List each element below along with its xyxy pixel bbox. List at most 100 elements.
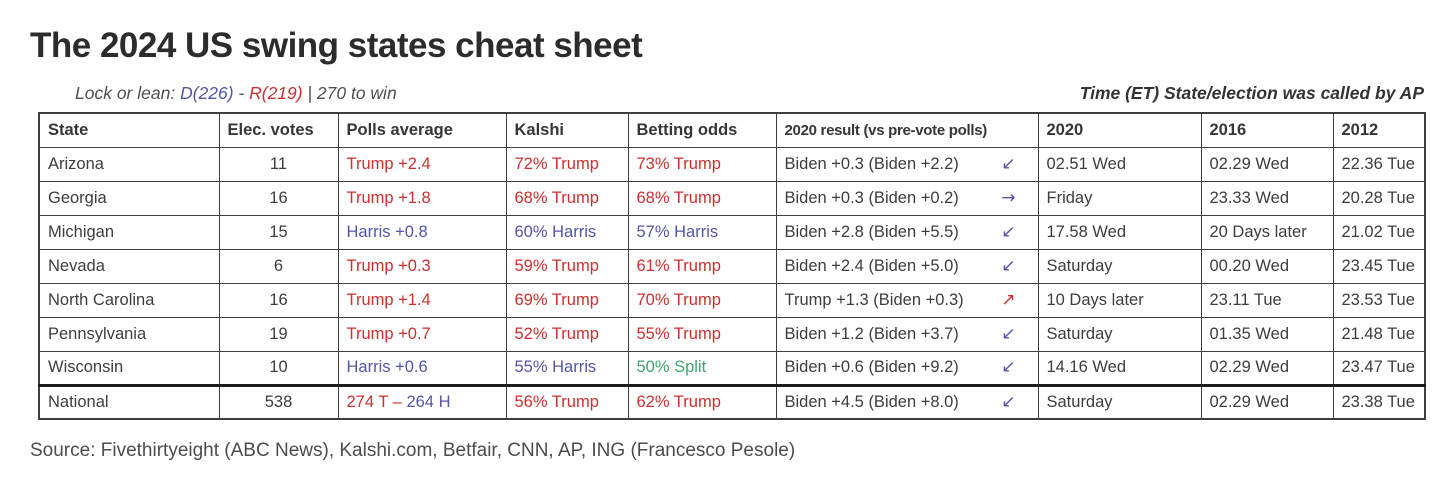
call-time-2012: 23.47 Tue bbox=[1332, 350, 1426, 386]
kalshi-odds: 56% Trump bbox=[505, 383, 629, 420]
polls-average: 274 T – 264 H bbox=[337, 383, 507, 420]
call-time-2020: Saturday bbox=[1037, 383, 1202, 420]
header-row: State Elec. votes Polls average Kalshi B… bbox=[38, 112, 1426, 148]
column-header-polls-average: Polls average bbox=[337, 112, 507, 148]
column-header-state: State bbox=[38, 112, 220, 148]
column-header-2020: 2020 bbox=[1037, 112, 1202, 148]
call-time-2012: 21.48 Tue bbox=[1332, 316, 1426, 352]
call-time-2012: 23.45 Tue bbox=[1332, 248, 1426, 284]
state-name: North Carolina bbox=[38, 282, 220, 318]
call-time-2016: 02.29 Wed bbox=[1200, 350, 1334, 386]
trend-arrow-icon: ↙ bbox=[1001, 221, 1016, 242]
swing-states-table: State Elec. votes Polls average Kalshi B… bbox=[38, 112, 1426, 420]
kalshi-odds: 68% Trump bbox=[505, 180, 629, 216]
result-2020: Biden +2.8 (Biden +5.5) ↙ bbox=[775, 214, 1039, 250]
result-2020: Biden +0.3 (Biden +0.2) → bbox=[775, 180, 1039, 216]
call-time-2012: 23.53 Tue bbox=[1332, 282, 1426, 318]
lock-or-lean-note: Lock or lean: D(226) - R(219) | 270 to w… bbox=[75, 83, 397, 104]
result-2020: Trump +1.3 (Biden +0.3) ↗ bbox=[775, 282, 1039, 318]
table-row-arizona: Arizona 11 Trump +2.4 72% Trump 73% Trum… bbox=[38, 146, 1426, 182]
trend-arrow-icon: ↙ bbox=[1001, 391, 1016, 412]
electoral-votes: 538 bbox=[218, 383, 339, 420]
kalshi-odds: 55% Harris bbox=[505, 350, 629, 386]
polls-average: Trump +0.3 bbox=[337, 248, 507, 284]
call-time-2020: Friday bbox=[1037, 180, 1202, 216]
table-row-national: National 538 274 T – 264 H 56% Trump 62%… bbox=[38, 383, 1426, 420]
column-header-2016: 2016 bbox=[1200, 112, 1334, 148]
kalshi-odds: 72% Trump bbox=[505, 146, 629, 182]
table-row-pennsylvania: Pennsylvania 19 Trump +0.7 52% Trump 55%… bbox=[38, 316, 1426, 352]
state-name: Michigan bbox=[38, 214, 220, 250]
trend-arrow-icon: ↙ bbox=[1001, 357, 1016, 377]
electoral-votes: 16 bbox=[218, 282, 339, 318]
table-row-wisconsin: Wisconsin 10 Harris +0.6 55% Harris 50% … bbox=[38, 350, 1426, 386]
call-time-2016: 23.11 Tue bbox=[1200, 282, 1334, 318]
betting-odds: 61% Trump bbox=[627, 248, 777, 284]
electoral-votes: 6 bbox=[218, 248, 339, 284]
column-header-2020-result: 2020 result (vs pre-vote polls) bbox=[775, 112, 1039, 148]
polls-average: Trump +2.4 bbox=[337, 146, 507, 182]
electoral-votes: 15 bbox=[218, 214, 339, 250]
column-header-2012: 2012 bbox=[1332, 112, 1426, 148]
lock-lean-suffix: | 270 to win bbox=[302, 83, 397, 103]
call-time-2016: 23.33 Wed bbox=[1200, 180, 1334, 216]
betting-odds: 68% Trump bbox=[627, 180, 777, 216]
betting-odds: 55% Trump bbox=[627, 316, 777, 352]
trend-arrow-icon: → bbox=[1001, 187, 1016, 208]
betting-odds: 57% Harris bbox=[627, 214, 777, 250]
source-attribution: Source: Fivethirtyeight (ABC News), Kals… bbox=[30, 440, 796, 461]
column-header-betting-odds: Betting odds bbox=[627, 112, 777, 148]
electoral-votes: 19 bbox=[218, 316, 339, 352]
call-time-2020: 17.58 Wed bbox=[1037, 214, 1202, 250]
polls-average: Trump +0.7 bbox=[337, 316, 507, 352]
betting-odds: 50% Split bbox=[627, 350, 777, 386]
call-time-2016: 02.29 Wed bbox=[1200, 146, 1334, 182]
state-name: National bbox=[38, 383, 220, 420]
trend-arrow-icon: ↙ bbox=[1001, 153, 1016, 174]
call-time-2020: Saturday bbox=[1037, 316, 1202, 352]
result-2020: Biden +0.3 (Biden +2.2) ↙ bbox=[775, 146, 1039, 182]
result-2020: Biden +0.6 (Biden +9.2) ↙ bbox=[775, 350, 1039, 386]
call-time-2020: 10 Days later bbox=[1037, 282, 1202, 318]
result-2020: Biden +2.4 (Biden +5.0) ↙ bbox=[775, 248, 1039, 284]
trend-arrow-icon: ↙ bbox=[1001, 255, 1016, 276]
table-row-michigan: Michigan 15 Harris +0.8 60% Harris 57% H… bbox=[38, 214, 1426, 250]
state-name: Georgia bbox=[38, 180, 220, 216]
call-time-2016: 01.35 Wed bbox=[1200, 316, 1334, 352]
polls-average: Trump +1.8 bbox=[337, 180, 507, 216]
polls-average: Harris +0.6 bbox=[337, 350, 507, 386]
dem-electoral-count: D(226) bbox=[180, 83, 234, 103]
polls-average: Harris +0.8 bbox=[337, 214, 507, 250]
call-time-2020: Saturday bbox=[1037, 248, 1202, 284]
column-header-kalshi: Kalshi bbox=[505, 112, 629, 148]
ap-call-time-note: Time (ET) State/election was called by A… bbox=[1079, 83, 1424, 103]
state-name: Wisconsin bbox=[38, 350, 220, 386]
subtitle-row: Lock or lean: D(226) - R(219) | 270 to w… bbox=[75, 83, 1424, 104]
polls-average: Trump +1.4 bbox=[337, 282, 507, 318]
call-time-2016: 20 Days later bbox=[1200, 214, 1334, 250]
betting-odds: 62% Trump bbox=[627, 383, 777, 420]
call-time-2012: 22.36 Tue bbox=[1332, 146, 1426, 182]
state-name: Pennsylvania bbox=[38, 316, 220, 352]
kalshi-odds: 69% Trump bbox=[505, 282, 629, 318]
call-time-2016: 00.20 Wed bbox=[1200, 248, 1334, 284]
table-row-nevada: Nevada 6 Trump +0.3 59% Trump 61% Trump … bbox=[38, 248, 1426, 284]
call-time-2016: 02.29 Wed bbox=[1200, 383, 1334, 420]
electoral-votes: 11 bbox=[218, 146, 339, 182]
lock-lean-separator: - bbox=[233, 83, 250, 103]
call-time-2020: 14.16 Wed bbox=[1037, 350, 1202, 386]
call-time-2012: 23.38 Tue bbox=[1332, 383, 1426, 420]
table-row-georgia: Georgia 16 Trump +1.8 68% Trump 68% Trum… bbox=[38, 180, 1426, 216]
call-time-2020: 02.51 Wed bbox=[1037, 146, 1202, 182]
electoral-votes: 16 bbox=[218, 180, 339, 216]
table-row-north-carolina: North Carolina 16 Trump +1.4 69% Trump 7… bbox=[38, 282, 1426, 318]
kalshi-odds: 59% Trump bbox=[505, 248, 629, 284]
trend-arrow-icon: ↙ bbox=[1001, 323, 1016, 344]
betting-odds: 73% Trump bbox=[627, 146, 777, 182]
column-header-elec-votes: Elec. votes bbox=[218, 112, 339, 148]
state-name: Nevada bbox=[38, 248, 220, 284]
trend-arrow-icon: ↗ bbox=[1001, 289, 1016, 310]
page-title: The 2024 US swing states cheat sheet bbox=[30, 26, 643, 65]
kalshi-odds: 60% Harris bbox=[505, 214, 629, 250]
